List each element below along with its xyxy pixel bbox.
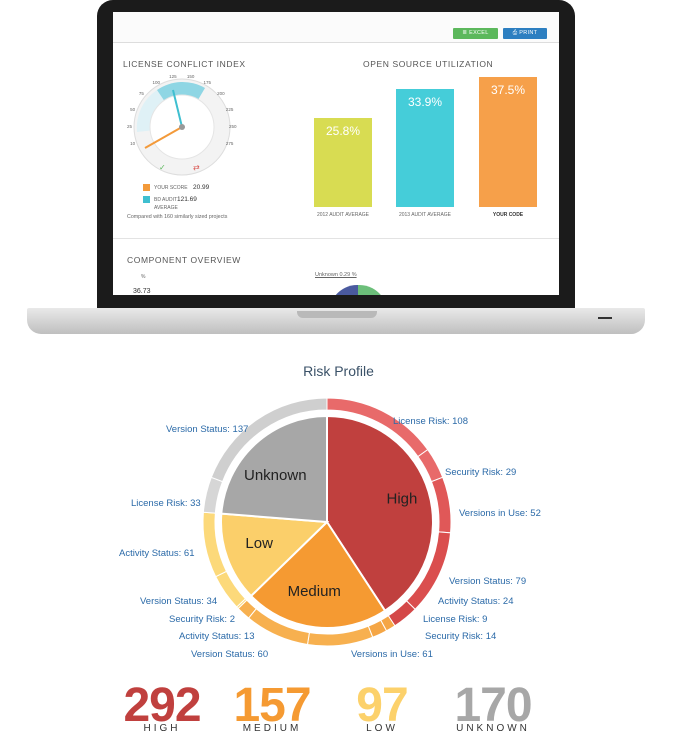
ring-segment[interactable] xyxy=(202,476,224,514)
ring-label: Version Status: 79 xyxy=(449,576,527,587)
dial-tick-label: 125 xyxy=(169,73,177,79)
dial-tick-label: 25 xyxy=(127,124,133,129)
dial-tick-label: 250 xyxy=(229,124,237,129)
stat-value-low: 97 xyxy=(356,679,408,732)
dial-tick-label: 100 xyxy=(152,79,161,85)
bd-audit-value: 121.69 xyxy=(177,196,197,203)
component-first-value: 36.73 xyxy=(133,288,151,295)
bd-audit-swatch xyxy=(143,196,150,203)
oss-bar: 25.8% xyxy=(314,117,372,207)
dial-tick-label: 50 xyxy=(130,106,136,112)
ring-label: Security Risk: 29 xyxy=(445,467,517,478)
oss-bar-caption: YOUR CODE xyxy=(492,212,524,218)
license-dial: ✓ ⇄ xyxy=(133,78,231,176)
oss-bar-value: 33.9% xyxy=(407,95,443,110)
ring-label: License Risk: 33 xyxy=(131,498,201,509)
compared-text: Compared with 160 similarly sized projec… xyxy=(127,214,228,220)
stat-label-medium: MEDIUM xyxy=(242,723,302,734)
pie-slice-unknown[interactable] xyxy=(220,414,328,524)
ring-label: Version Status: 34 xyxy=(140,596,218,607)
your-score-swatch xyxy=(143,184,150,191)
laptop-notch xyxy=(297,311,377,318)
oss-bar-value: 37.5% xyxy=(490,83,526,97)
your-score-label: YOUR SCORE xyxy=(154,185,188,191)
ring-segment[interactable] xyxy=(430,476,452,534)
ring-label: Activity Status: 24 xyxy=(438,596,514,607)
ring-label: License Risk: 9 xyxy=(423,614,488,625)
pie-slice-medium[interactable] xyxy=(249,520,387,629)
component-col-label: % xyxy=(141,274,146,280)
ring-label: Version Status: 60 xyxy=(191,649,269,660)
stat-value-unknown: 170 xyxy=(454,679,532,732)
dial-tick-label: 175 xyxy=(203,79,212,85)
excel-button[interactable]: ≣ EXCEL xyxy=(453,28,498,39)
dial-tick-label: 10 xyxy=(130,141,136,147)
dashboard-screen: ≣ EXCEL ⎙ PRINT LICENSE CONFLICT INDEX ✓… xyxy=(113,12,559,295)
oss-bar: 37.5% xyxy=(479,77,537,207)
average-label: AVERAGE xyxy=(154,205,178,211)
ring-label: Versions in Use: 61 xyxy=(351,649,433,660)
pie-slice-low[interactable] xyxy=(220,512,330,598)
your-score-value: 20.99 xyxy=(193,184,210,191)
stat-label-unknown: UNKNOWN xyxy=(456,723,530,734)
ring-label: Versions in Use: 52 xyxy=(459,508,541,519)
pie-label: High xyxy=(386,490,417,507)
score-needle xyxy=(144,126,183,149)
oss-bar-caption: 2013 AUDIT AVERAGE xyxy=(398,212,452,218)
average-needle xyxy=(172,89,183,128)
oss-bar-value: 25.8% xyxy=(325,123,361,138)
dial-tick-label: 75 xyxy=(138,91,144,97)
dashboard-toolbar: ≣ EXCEL ⎙ PRINT xyxy=(113,12,559,43)
stat-value-high: 292 xyxy=(123,679,201,732)
ring-label: Activity Status: 13 xyxy=(179,631,255,642)
bd-audit-label: BD AUDIT xyxy=(154,197,178,203)
dial-tick-label: 275 xyxy=(225,141,234,147)
ring-label: Activity Status: 61 xyxy=(119,548,195,559)
stat-label-high: HIGH xyxy=(143,723,181,734)
license-conflict-title: LICENSE CONFLICT INDEX xyxy=(123,59,246,69)
stat-value-medium: 157 xyxy=(233,679,311,732)
ring-label: Version Status: 137 xyxy=(166,424,249,435)
unknown-percent-link[interactable]: Unknown 0.29 % xyxy=(315,272,357,278)
component-pie xyxy=(335,284,381,295)
check-icon: ✓ xyxy=(159,163,166,172)
print-button[interactable]: ⎙ PRINT xyxy=(503,28,547,39)
component-overview-title: COMPONENT OVERVIEW xyxy=(127,255,241,265)
section-divider xyxy=(113,238,559,239)
ring-label: Security Risk: 14 xyxy=(425,631,497,642)
ring-segment[interactable] xyxy=(210,397,328,483)
dial-tick-label: 150 xyxy=(186,73,195,79)
oss-bar-caption: 2012 AUDIT AVERAGE xyxy=(316,212,370,218)
dial-tick-label: 225 xyxy=(225,106,234,112)
laptop-led xyxy=(598,317,612,319)
pie-label: Medium xyxy=(288,583,341,600)
risk-profile-title: Risk Profile xyxy=(303,363,374,379)
pie-label: Low xyxy=(245,535,273,552)
ring-label: License Risk: 108 xyxy=(393,416,468,427)
oss-utilization-title: OPEN SOURCE UTILIZATION xyxy=(363,59,494,69)
pie-label: Unknown xyxy=(244,467,307,484)
ring-label: Security Risk: 2 xyxy=(169,614,235,625)
ring-segment[interactable] xyxy=(306,625,374,647)
oss-bar: 33.9% xyxy=(396,89,454,207)
stat-label-low: LOW xyxy=(366,723,398,734)
dial-tick-label: 200 xyxy=(217,91,225,97)
swap-icon: ⇄ xyxy=(193,163,200,172)
